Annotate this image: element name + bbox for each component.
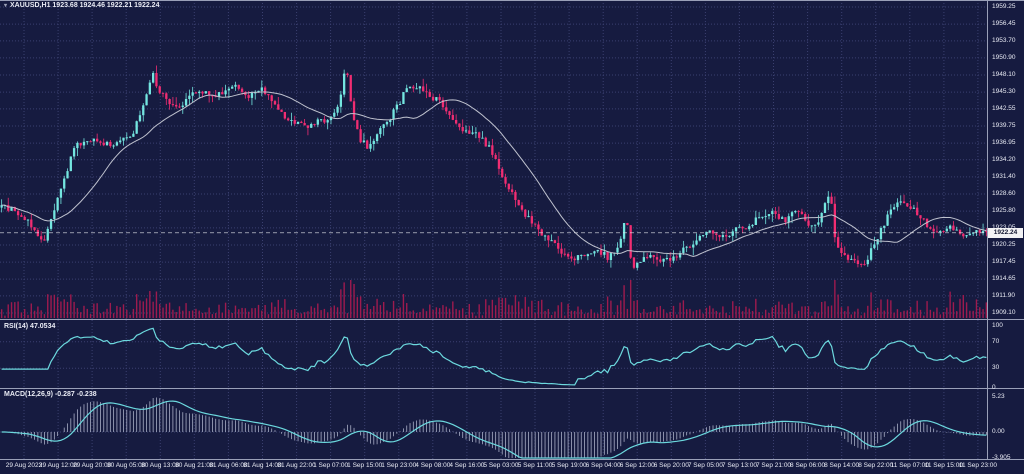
time-tick-label: 31 Aug 06:00 xyxy=(209,462,248,469)
time-tick-label: 5 Sep 03:00 xyxy=(483,462,519,469)
macd-scale-label: -3.905 xyxy=(992,453,1011,461)
price-tick-label: 1939.75 xyxy=(992,121,1016,129)
price-tick-label: 1945.30 xyxy=(992,88,1016,96)
time-tick-label: 1 Sep 23:00 xyxy=(381,462,417,469)
pane-separator-main-rsi[interactable] xyxy=(0,319,1024,320)
time-axis-border xyxy=(0,459,1024,460)
price-tick-label: 1928.60 xyxy=(992,190,1016,198)
price-axis[interactable]: 1959.25 1956.45 1953.70 1950.90 1948.10 1945.… xyxy=(988,0,1024,461)
rsi-label: RSI(14) 47.0534 xyxy=(4,323,56,330)
price-tick-label: 1934.20 xyxy=(992,155,1016,163)
time-tick-label: 5 Sep 19:00 xyxy=(551,462,587,469)
price-tick-label: 1914.65 xyxy=(992,275,1016,283)
time-tick-label: 7 Sep 13:00 xyxy=(721,462,757,469)
time-tick-label: 11 Sep 23:00 xyxy=(958,462,998,469)
time-tick-label: 4 Sep 08:00 xyxy=(415,462,451,469)
window-top-border xyxy=(0,0,1024,1)
time-tick-label: 29 Aug 12:00 xyxy=(38,462,78,469)
price-tick-label: 1950.90 xyxy=(992,53,1016,61)
rsi-line xyxy=(1,327,987,386)
main-grid xyxy=(0,0,988,319)
rsi-scale-label: 70 xyxy=(992,337,1000,345)
symbol-title: ▾ XAUUSD,H1 1923.68 1924.46 1922.21 1922.… xyxy=(4,2,159,9)
time-tick-label: 30 Aug 21:00 xyxy=(175,462,214,469)
time-tick-label: 31 Aug 14:00 xyxy=(243,462,282,469)
time-tick-label: 30 Aug 05:00 xyxy=(107,462,146,469)
time-tick-label: 4 Sep 16:00 xyxy=(449,462,485,469)
pane-separator-rsi-macd[interactable] xyxy=(0,388,1024,389)
rsi-scale-label: 100 xyxy=(992,322,1003,329)
time-tick-label: 11 Sep 15:00 xyxy=(924,462,963,469)
price-tick-label: 1925.80 xyxy=(992,207,1016,215)
time-tick-label: 8 Sep 14:00 xyxy=(824,462,860,469)
price-tick-label: 1948.10 xyxy=(992,71,1016,79)
current-price-tag: 1922.24 xyxy=(988,227,1023,238)
macd-scale-label: 5.23 xyxy=(992,393,1005,401)
rsi-scale-label: 30 xyxy=(992,364,1000,372)
price-tick-label: 1953.70 xyxy=(992,36,1016,44)
candles xyxy=(0,65,988,271)
price-tick-label: 1931.40 xyxy=(992,172,1016,180)
price-tick-label: 1956.45 xyxy=(992,20,1016,28)
symbol-ohlc-text: XAUUSD,H1 1923.68 1924.46 1922.21 1922.2… xyxy=(10,2,160,9)
current-price-value: 1922.24 xyxy=(993,228,1018,236)
collapse-arrow-icon[interactable]: ▾ xyxy=(4,3,8,9)
price-tick-label: 1936.95 xyxy=(992,139,1016,147)
macd-scale-label: 0.00 xyxy=(992,428,1005,435)
price-tick-label: 1909.10 xyxy=(992,309,1016,316)
rsi-scale-label: 0 xyxy=(992,384,996,391)
time-tick-label: 7 Sep 21:00 xyxy=(755,462,792,469)
time-tick-label: 7 Sep 05:00 xyxy=(687,462,723,469)
time-tick-label: 29 Aug 20:00 xyxy=(72,462,112,469)
time-tick-label: 8 Sep 22:00 xyxy=(858,462,894,469)
volume-bars xyxy=(0,280,988,318)
time-tick-label: 1 Sep 15:00 xyxy=(347,462,383,469)
time-tick-label: 6 Sep 12:00 xyxy=(619,462,655,469)
time-tick-label: 30 Aug 13:00 xyxy=(141,462,180,469)
time-tick-label: 31 Aug 22:00 xyxy=(277,462,316,469)
price-axis-border xyxy=(987,0,988,459)
price-tick-label: 1942.55 xyxy=(992,104,1016,112)
time-tick-label: 29 Aug 2023 xyxy=(5,462,43,469)
price-tick-label: 1920.25 xyxy=(992,240,1016,248)
price-chart-pane[interactable] xyxy=(0,0,988,319)
price-tick-label: 1911.90 xyxy=(992,291,1016,299)
time-tick-label: 8 Sep 06:00 xyxy=(790,462,826,469)
price-tick-label: 1923.05 xyxy=(992,224,1016,231)
macd-label: MACD(12,26,9) -0.287 -0.238 xyxy=(4,391,97,398)
macd-signal-line xyxy=(1,400,987,459)
macd-indicator-pane[interactable] xyxy=(0,389,988,459)
time-tick-label: 6 Sep 20:00 xyxy=(653,462,689,469)
moving-average-line xyxy=(1,91,987,258)
time-tick-label: 6 Sep 04:00 xyxy=(585,462,621,469)
time-tick-label: 1 Sep 07:00 xyxy=(313,462,349,469)
price-tick-label: 1917.45 xyxy=(992,258,1016,266)
price-tick-label: 1959.25 xyxy=(992,3,1016,10)
rsi-indicator-pane[interactable] xyxy=(0,320,988,388)
time-tick-label: 5 Sep 11:00 xyxy=(517,462,553,469)
time-axis[interactable]: 29 Aug 2023 29 Aug 12:00 29 Aug 20:00 30 Au… xyxy=(0,461,1024,474)
time-tick-label: 11 Sep 07:00 xyxy=(890,462,929,469)
